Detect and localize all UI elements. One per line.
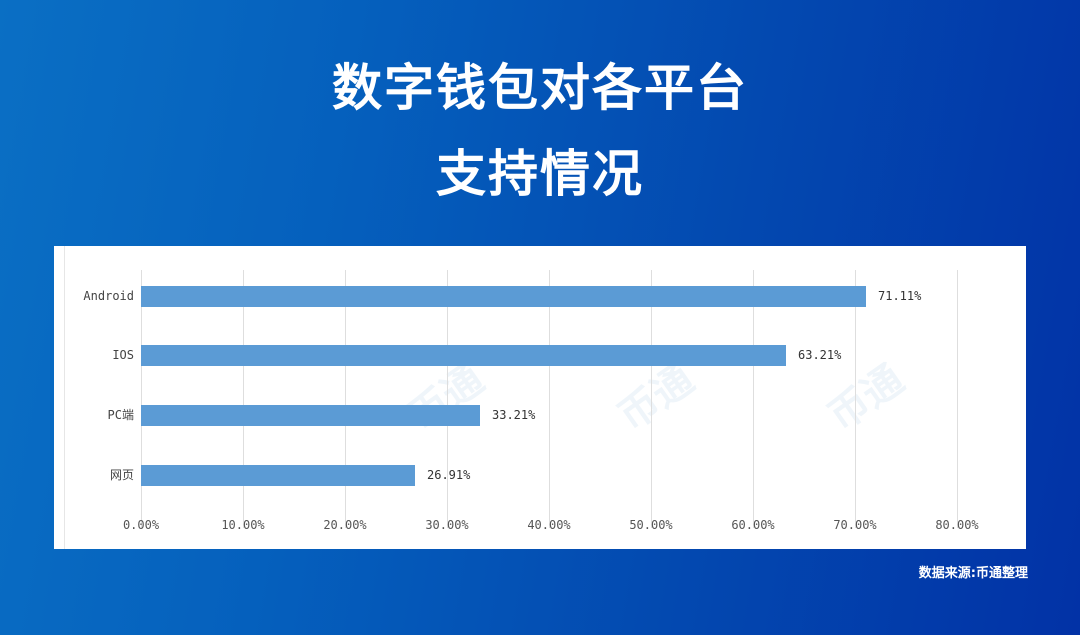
bar-pc (141, 405, 480, 426)
x-tick-20: 20.00% (323, 518, 367, 532)
gridline-80 (957, 270, 958, 528)
category-label-ios: IOS (112, 348, 134, 362)
bar-ios (141, 345, 786, 366)
value-label-android: 71.11% (878, 289, 922, 303)
x-tick-50: 50.00% (629, 518, 673, 532)
gridline-30 (447, 270, 448, 528)
chart-left-border (64, 246, 65, 549)
chart-title-line-2: 支持情况 (436, 145, 644, 203)
chart-title-line-1: 数字钱包对各平台 (332, 59, 748, 117)
x-tick-60: 60.00% (731, 518, 775, 532)
category-label-android: Android (83, 289, 134, 303)
bar-web (141, 465, 415, 486)
value-label-pc: 33.21% (492, 408, 536, 422)
x-tick-40: 40.00% (527, 518, 571, 532)
x-tick-70: 70.00% (833, 518, 877, 532)
gridline-10 (243, 270, 244, 528)
gridline-0 (141, 270, 142, 528)
value-label-ios: 63.21% (798, 348, 842, 362)
category-label-pc: PC端 (107, 408, 134, 422)
gridline-60 (753, 270, 754, 528)
bar-android (141, 286, 866, 307)
chart-panel: 币通 币通 币通 Android IOS PC端 网页 71.11% 63.21… (54, 246, 1026, 549)
gridline-50 (651, 270, 652, 528)
x-tick-30: 30.00% (425, 518, 469, 532)
gridline-20 (345, 270, 346, 528)
category-label-web: 网页 (109, 468, 134, 482)
watermark: 币通 (820, 356, 913, 441)
value-label-web: 26.91% (427, 468, 471, 482)
gridline-70 (855, 270, 856, 528)
gridline-40 (549, 270, 550, 528)
data-source-note: 数据来源:币通整理 (918, 566, 1028, 581)
x-tick-80: 80.00% (935, 518, 979, 532)
x-tick-10: 10.00% (221, 518, 265, 532)
x-tick-0: 0.00% (122, 518, 160, 532)
